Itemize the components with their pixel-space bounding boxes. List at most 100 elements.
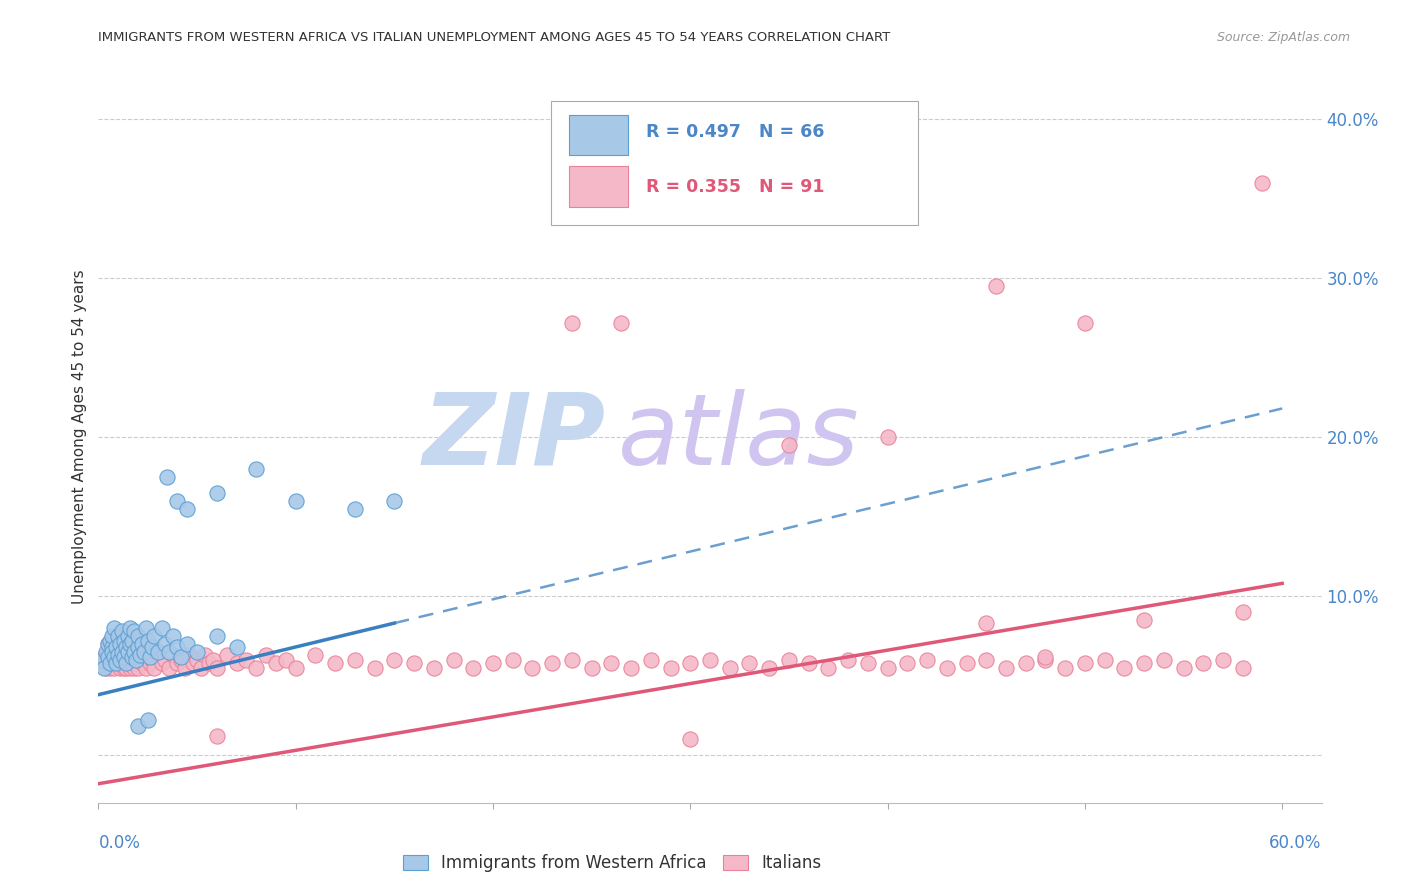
Point xyxy=(97,637,120,651)
Point xyxy=(128,648,150,662)
Point xyxy=(127,660,149,674)
Point xyxy=(181,656,204,670)
Point xyxy=(482,656,505,670)
Point xyxy=(935,660,957,674)
Point xyxy=(1035,649,1057,664)
Point xyxy=(101,645,124,659)
Point xyxy=(159,645,181,659)
Point xyxy=(215,648,238,662)
Point xyxy=(111,640,134,654)
Point xyxy=(640,653,662,667)
Point xyxy=(131,656,153,670)
Point xyxy=(561,653,583,667)
Point xyxy=(107,637,129,651)
Point xyxy=(778,438,800,452)
Point xyxy=(93,660,115,674)
Point xyxy=(581,660,603,674)
Point xyxy=(96,660,118,674)
Bar xyxy=(569,115,628,155)
Point xyxy=(541,656,564,670)
Point xyxy=(194,648,217,662)
Text: 0.0%: 0.0% xyxy=(98,834,141,852)
Point xyxy=(984,279,1007,293)
Point xyxy=(284,660,307,674)
Point xyxy=(423,660,446,674)
Point xyxy=(98,633,121,648)
Point xyxy=(382,493,405,508)
Point xyxy=(127,640,149,654)
Point xyxy=(118,621,141,635)
Text: 60.0%: 60.0% xyxy=(1270,834,1322,852)
Point xyxy=(404,656,426,670)
Bar xyxy=(569,167,628,207)
Point xyxy=(166,656,188,670)
Point xyxy=(1074,316,1097,330)
Point xyxy=(1094,653,1116,667)
Point xyxy=(131,637,153,651)
Point xyxy=(876,660,898,674)
Point xyxy=(121,633,143,648)
Point xyxy=(679,656,702,670)
Point xyxy=(156,470,179,484)
Y-axis label: Unemployment Among Ages 45 to 54 years: Unemployment Among Ages 45 to 54 years xyxy=(72,269,87,605)
Point xyxy=(896,656,918,670)
Point xyxy=(162,629,184,643)
Point xyxy=(797,656,820,670)
Point xyxy=(91,653,114,667)
Point xyxy=(125,653,148,667)
Point xyxy=(1035,653,1057,667)
Point xyxy=(136,648,159,662)
Point xyxy=(97,637,120,651)
Point xyxy=(107,629,129,643)
Point xyxy=(127,653,149,667)
Point xyxy=(974,653,997,667)
Point xyxy=(132,645,155,659)
Point xyxy=(98,645,121,659)
Point xyxy=(146,648,169,662)
Point xyxy=(201,653,224,667)
Point xyxy=(1212,653,1234,667)
Point xyxy=(522,660,544,674)
Point xyxy=(101,640,124,654)
Point xyxy=(974,616,997,631)
Text: R = 0.497   N = 66: R = 0.497 N = 66 xyxy=(647,123,825,141)
Point xyxy=(254,648,277,662)
Point xyxy=(1114,660,1136,674)
Point xyxy=(915,653,938,667)
Point xyxy=(103,660,125,674)
Point xyxy=(150,621,173,635)
Point xyxy=(205,729,228,743)
Point xyxy=(443,653,465,667)
Point xyxy=(135,621,157,635)
Point xyxy=(146,645,169,659)
Point xyxy=(97,649,120,664)
Point xyxy=(115,640,138,654)
Legend: Immigrants from Western Africa, Italians: Immigrants from Western Africa, Italians xyxy=(396,847,828,879)
Point xyxy=(121,648,143,662)
Point xyxy=(264,656,287,670)
Point xyxy=(1133,656,1156,670)
Point xyxy=(125,645,148,659)
Point xyxy=(125,656,148,670)
Point xyxy=(304,648,326,662)
Point xyxy=(108,653,131,667)
Point xyxy=(170,653,193,667)
Point xyxy=(112,649,135,664)
Point xyxy=(105,640,128,654)
Point xyxy=(502,653,524,667)
Point xyxy=(111,645,134,659)
Point xyxy=(103,649,125,664)
Point xyxy=(955,656,977,670)
Point xyxy=(679,732,702,747)
Point xyxy=(343,653,366,667)
Point xyxy=(138,656,160,670)
Point xyxy=(128,648,150,662)
Point xyxy=(620,660,643,674)
Point xyxy=(174,660,197,674)
Point xyxy=(111,624,134,638)
Point xyxy=(105,656,128,670)
Point xyxy=(738,656,761,670)
Point xyxy=(162,648,184,662)
Point xyxy=(118,660,141,674)
Point xyxy=(93,649,115,664)
